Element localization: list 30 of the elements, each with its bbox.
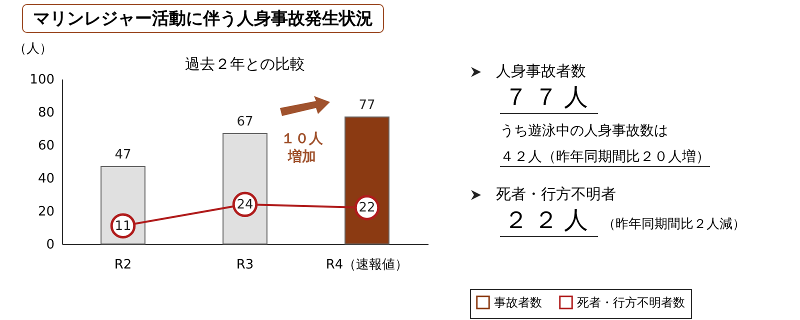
x-tick-label: R3 (236, 258, 254, 272)
text: ２２人 (500, 204, 598, 237)
legend-label: 死者・行方不明者数 (577, 295, 685, 310)
data-label: 77 (358, 98, 376, 113)
text: ４２人（昨年同期間比２０人増） (500, 148, 710, 167)
y-axis-title: （人） (14, 42, 52, 56)
text: うち遊泳中の人身事故数は (500, 122, 669, 140)
data-label: 24 (236, 197, 254, 212)
text: （昨年同期間比２人減） (602, 217, 746, 232)
legend-label: 事故者数 (494, 295, 542, 310)
bar (222, 132, 268, 244)
y-tick-label: 80 (38, 106, 54, 120)
y-tick-label: 60 (38, 138, 54, 154)
data-label: 47 (114, 147, 132, 162)
y-tick-label: 40 (38, 172, 54, 186)
y-tick-label: 20 (38, 204, 54, 220)
chart-subtitle: 過去２年との比較 (185, 55, 305, 73)
y-tick-label: 100 (30, 72, 54, 88)
data-label: 11 (114, 218, 132, 234)
data-label: 67 (236, 114, 254, 130)
text: ７７人 (500, 81, 598, 114)
annotation: １０人増加 (281, 131, 324, 165)
x-tick-label: R2 (114, 258, 132, 272)
data-label: 22 (358, 200, 376, 216)
chart-title: マリンレジャー活動に伴う人身事故発生状況 (22, 4, 384, 33)
y-tick-label: 0 (46, 238, 54, 252)
text: 人身事故者数 (496, 62, 586, 81)
text: 死者・行方不明者 (496, 185, 616, 204)
bar (344, 116, 390, 244)
x-tick-label: R4（速報値） (326, 258, 408, 272)
